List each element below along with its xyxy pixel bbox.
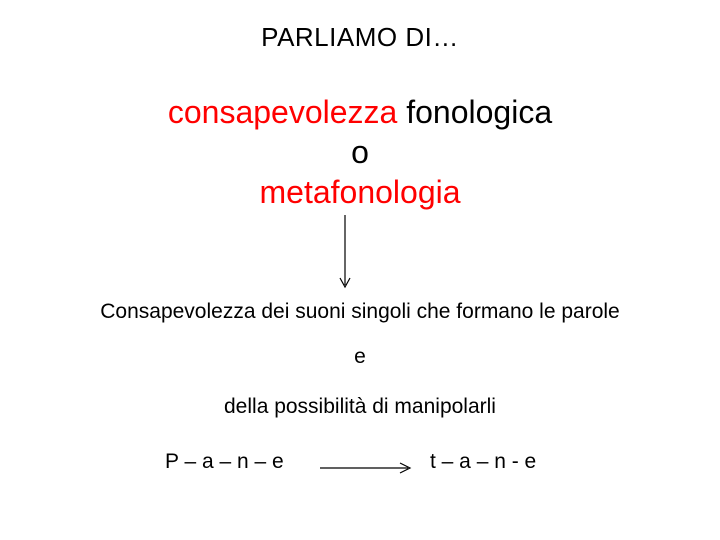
heading-word-red: consapevolezza (168, 94, 397, 130)
connector-e: e (0, 345, 720, 369)
slide-title: PARLIAMO DI… (0, 22, 720, 53)
heading-line-2: o (351, 134, 369, 170)
example-left: P – a – n – e (165, 450, 284, 474)
arrow-right-icon (320, 460, 420, 476)
definition-line-2: della possibilità di manipolarli (0, 395, 720, 419)
heading-word-black: fonologica (397, 94, 552, 130)
example-right: t – a – n - e (430, 450, 536, 474)
slide: PARLIAMO DI… consapevolezza fonologica o… (0, 0, 720, 540)
definition-line-1: Consapevolezza dei suoni singoli che for… (0, 300, 720, 324)
heading-block: consapevolezza fonologica o metafonologi… (0, 92, 720, 212)
heading-line-3: metafonologia (259, 174, 460, 210)
arrow-down-icon (335, 215, 355, 295)
